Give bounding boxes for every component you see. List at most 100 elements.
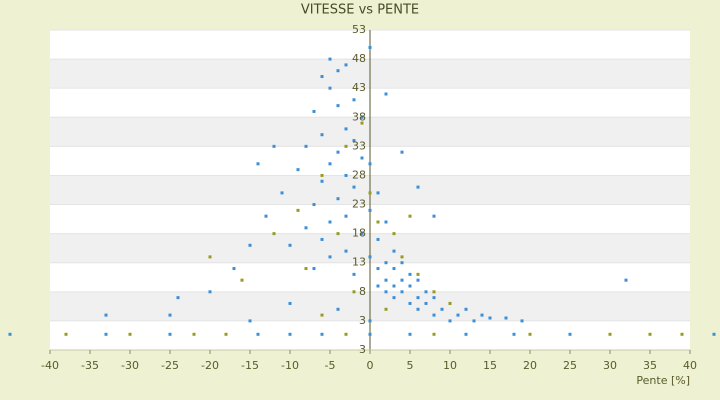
scatter-point bbox=[376, 284, 380, 288]
scatter-point bbox=[360, 156, 364, 160]
scatter-point bbox=[8, 332, 12, 336]
scatter-point bbox=[376, 237, 380, 241]
scatter-point bbox=[312, 267, 316, 271]
scatter-point bbox=[328, 220, 332, 224]
scatter-point bbox=[392, 296, 396, 300]
scatter-point bbox=[320, 75, 324, 79]
scatter-point bbox=[384, 290, 388, 294]
scatter-point bbox=[432, 214, 436, 218]
scatter-point bbox=[360, 121, 364, 125]
scatter-point bbox=[304, 226, 308, 230]
x-tick-label: 0 bbox=[367, 359, 374, 372]
scatter-point bbox=[368, 319, 372, 323]
scatter-point bbox=[248, 319, 252, 323]
x-tick-label: 30 bbox=[603, 359, 617, 372]
y-tick-label: 53 bbox=[352, 23, 366, 36]
scatter-point bbox=[416, 185, 420, 189]
scatter-point bbox=[320, 313, 324, 317]
scatter-point bbox=[448, 301, 452, 305]
scatter-point bbox=[256, 332, 260, 336]
scatter-point bbox=[464, 332, 468, 336]
scatter-point bbox=[336, 307, 340, 311]
x-tick-label: -15 bbox=[241, 359, 259, 372]
x-tick-label: 40 bbox=[683, 359, 697, 372]
scatter-point bbox=[432, 290, 436, 294]
scatter-point bbox=[208, 255, 212, 259]
scatter-point bbox=[392, 232, 396, 236]
scatter-point bbox=[336, 197, 340, 201]
scatter-point bbox=[384, 307, 388, 311]
scatter-point bbox=[344, 127, 348, 131]
scatter-point bbox=[360, 115, 364, 119]
scatter-point bbox=[328, 162, 332, 166]
scatter-point bbox=[328, 86, 332, 90]
y-tick-label: 13 bbox=[352, 256, 366, 269]
scatter-point bbox=[104, 332, 108, 336]
scatter-point bbox=[320, 237, 324, 241]
scatter-point bbox=[336, 150, 340, 154]
scatter-point bbox=[432, 296, 436, 300]
scatter-point bbox=[344, 63, 348, 67]
scatter-point bbox=[624, 278, 628, 282]
scatter-point bbox=[408, 272, 412, 276]
scatter-point bbox=[192, 332, 196, 336]
y-tick-label: 23 bbox=[352, 198, 366, 211]
scatter-point bbox=[328, 57, 332, 61]
scatter-point bbox=[128, 332, 132, 336]
scatter-point bbox=[344, 144, 348, 148]
scatter-point bbox=[400, 290, 404, 294]
scatter-point bbox=[344, 214, 348, 218]
scatter-point bbox=[568, 332, 572, 336]
scatter-point bbox=[368, 332, 372, 336]
scatter-point bbox=[352, 290, 356, 294]
y-tick-label: 48 bbox=[352, 52, 366, 65]
x-axis-label: Pente [%] bbox=[636, 374, 690, 387]
scatter-point bbox=[288, 243, 292, 247]
scatter-point bbox=[712, 332, 716, 336]
x-tick-label: 20 bbox=[523, 359, 537, 372]
scatter-point bbox=[432, 332, 436, 336]
scatter-point bbox=[488, 316, 492, 320]
scatter-point bbox=[416, 307, 420, 311]
scatter-point bbox=[400, 150, 404, 154]
y-tick-label: 3 bbox=[359, 314, 366, 327]
chart-title: VITESSE vs PENTE bbox=[301, 3, 419, 18]
scatter-point bbox=[352, 139, 356, 143]
scatter-point bbox=[392, 267, 396, 271]
x-tick-label: -40 bbox=[41, 359, 59, 372]
scatter-point bbox=[208, 290, 212, 294]
scatter-point bbox=[384, 278, 388, 282]
scatter-point bbox=[472, 319, 476, 323]
scatter-point bbox=[320, 173, 324, 177]
scatter-point bbox=[336, 232, 340, 236]
y-tick-label: 43 bbox=[352, 81, 366, 94]
scatter-point bbox=[400, 255, 404, 259]
scatter-point bbox=[176, 296, 180, 300]
scatter-point bbox=[368, 255, 372, 259]
x-tick-label: -35 bbox=[81, 359, 99, 372]
scatter-point bbox=[232, 267, 236, 271]
scatter-point bbox=[408, 284, 412, 288]
scatter-point bbox=[344, 332, 348, 336]
scatter-point bbox=[296, 168, 300, 172]
x-tick-label: 25 bbox=[563, 359, 577, 372]
scatter-point bbox=[248, 243, 252, 247]
scatter-point bbox=[520, 319, 524, 323]
scatter-point bbox=[384, 261, 388, 265]
scatter-point bbox=[360, 232, 364, 236]
scatter-point bbox=[528, 332, 532, 336]
scatter-point bbox=[352, 272, 356, 276]
scatter-point bbox=[456, 313, 460, 317]
scatter-point bbox=[440, 307, 444, 311]
scatter-point bbox=[288, 332, 292, 336]
scatter-point bbox=[368, 162, 372, 166]
scatter-point bbox=[256, 162, 260, 166]
scatter-point bbox=[288, 301, 292, 305]
scatter-point bbox=[432, 313, 436, 317]
scatter-point bbox=[168, 313, 172, 317]
y-tick-label: 33 bbox=[352, 139, 366, 152]
y-tick-label: 18 bbox=[352, 227, 366, 240]
scatter-point bbox=[384, 220, 388, 224]
scatter-point bbox=[392, 284, 396, 288]
scatter-point bbox=[272, 144, 276, 148]
